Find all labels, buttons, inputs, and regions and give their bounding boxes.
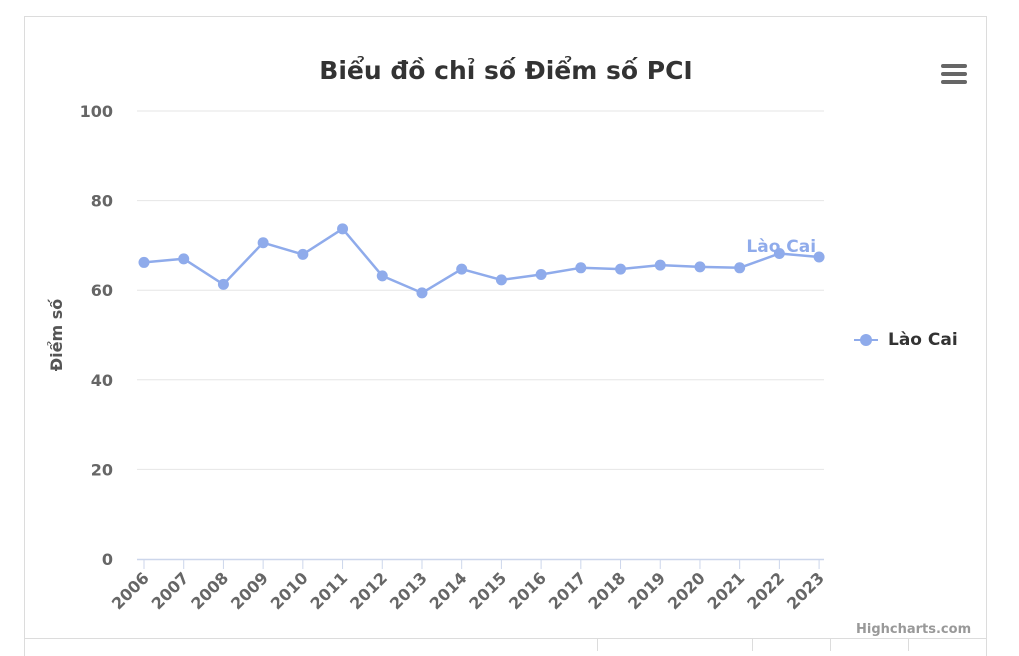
data-point-2018[interactable] xyxy=(615,263,627,275)
x-tick-label: 2013 xyxy=(386,568,431,613)
x-tick-label: 2023 xyxy=(783,568,828,613)
x-axis: 2006200720082009201020112012201320142015… xyxy=(108,558,828,613)
data-point-2006[interactable] xyxy=(138,256,150,268)
data-point-2014[interactable] xyxy=(456,263,468,275)
data-point-2017[interactable] xyxy=(575,262,587,274)
x-tick-label: 2018 xyxy=(584,568,629,613)
chart-title: Biểu đồ chỉ số Điểm số PCI xyxy=(319,55,692,85)
data-point-2011[interactable] xyxy=(337,223,349,235)
series-lao-cai[interactable]: Lào Cai xyxy=(138,223,825,299)
y-axis-ticks: 0 20 40 60 80 100 xyxy=(80,102,113,569)
x-tick-label: 2009 xyxy=(227,568,272,613)
data-point-2016[interactable] xyxy=(535,269,547,281)
bottom-strip xyxy=(24,638,987,651)
y-tick-label: 60 xyxy=(91,281,113,300)
y-tick-label: 0 xyxy=(102,550,113,569)
legend-symbol xyxy=(852,328,880,352)
x-tick-label: 2021 xyxy=(704,568,749,613)
y-axis-title: Điểm số xyxy=(47,299,66,372)
data-point-2013[interactable] xyxy=(416,287,428,299)
x-tick-label: 2022 xyxy=(743,568,788,613)
data-point-2023[interactable] xyxy=(813,251,825,263)
legend-label: Lào Cai xyxy=(888,330,958,350)
data-point-2021[interactable] xyxy=(734,262,746,274)
legend-item-lao-cai[interactable]: Lào Cai xyxy=(852,328,958,352)
data-point-2007[interactable] xyxy=(178,253,190,265)
x-tick-label: 2011 xyxy=(306,568,351,613)
grid-lines xyxy=(137,110,824,470)
x-tick-label: 2014 xyxy=(426,568,471,613)
data-point-2019[interactable] xyxy=(654,259,666,271)
x-tick-label: 2015 xyxy=(465,568,510,613)
x-tick-label: 2010 xyxy=(267,568,312,613)
data-point-2012[interactable] xyxy=(376,270,388,282)
series-end-label: Lào Cai xyxy=(746,237,816,257)
chart-container xyxy=(24,16,987,656)
x-tick-label: 2017 xyxy=(545,568,590,613)
x-tick-label: 2008 xyxy=(187,568,232,613)
y-tick-label: 20 xyxy=(91,460,113,479)
y-tick-label: 100 xyxy=(80,102,113,121)
x-tick-label: 2012 xyxy=(346,568,391,613)
data-point-2010[interactable] xyxy=(297,248,309,260)
data-point-2008[interactable] xyxy=(217,278,229,290)
y-tick-label: 40 xyxy=(91,371,113,390)
credits-link[interactable]: Highcharts.com xyxy=(856,622,972,637)
series-line xyxy=(143,227,820,295)
x-tick-label: 2007 xyxy=(148,568,193,613)
x-tick-label: 2019 xyxy=(624,568,669,613)
data-point-2009[interactable] xyxy=(257,237,269,249)
x-tick-label: 2006 xyxy=(108,568,153,613)
data-point-2015[interactable] xyxy=(495,274,507,286)
x-tick-label: 2020 xyxy=(664,568,709,613)
y-tick-label: 80 xyxy=(91,192,113,211)
data-point-2022[interactable] xyxy=(773,247,785,259)
data-point-2020[interactable] xyxy=(694,261,706,273)
x-tick-label: 2016 xyxy=(505,568,550,613)
hamburger-menu-icon[interactable] xyxy=(936,60,972,90)
